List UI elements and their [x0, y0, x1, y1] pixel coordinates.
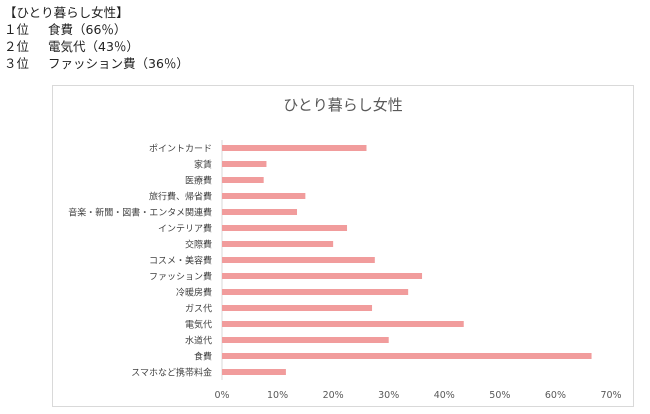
x-tick-label: 70% [600, 390, 621, 401]
rank-label: １位 [4, 22, 30, 37]
bar [222, 321, 464, 327]
bar [222, 145, 367, 151]
bar [222, 369, 286, 375]
chart-area: ひとり暮らし女性 0% 10% 20% 30% 40% 50% 60% 70% ポイントカード家賃… [52, 85, 634, 407]
x-tick-label: 20% [323, 390, 344, 401]
bar-chart: ひとり暮らし女性 0% 10% 20% 30% 40% 50% 60% 70% ポイントカード家賃… [68, 96, 621, 401]
rank-row-3: ３位 ファッション費（36％） [4, 55, 189, 72]
bar [222, 177, 264, 183]
bar [222, 209, 298, 215]
bar [222, 241, 334, 247]
bar [222, 305, 373, 311]
rank-row-1: １位 食費（66％） [4, 21, 189, 38]
category-label: コスメ・美容費 [149, 255, 212, 267]
rank-label: ２位 [4, 39, 30, 54]
x-tick-label: 60% [545, 390, 566, 401]
category-label: 水道代 [185, 335, 212, 347]
bar [222, 161, 267, 167]
rank-item: 食費（66％） [48, 22, 127, 37]
ranking-summary: 【ひとり暮らし女性】 １位 食費（66％） ２位 電気代（43％） ３位 ファッション… [4, 4, 189, 72]
rank-item: ファッション費（36％） [48, 56, 189, 71]
bar [222, 273, 423, 279]
summary-title: 【ひとり暮らし女性】 [4, 5, 129, 20]
bar [222, 257, 375, 263]
category-label: 電気代 [185, 319, 212, 331]
category-label: 冷暖房費 [176, 287, 212, 299]
bar [222, 337, 389, 343]
category-label: インテリア費 [158, 223, 212, 235]
category-label: 音楽・新聞・図書・エンタメ関連費 [68, 207, 212, 219]
chart-title: ひとり暮らし女性 [283, 96, 403, 114]
bar [222, 225, 348, 231]
x-tick-label: 10% [267, 390, 288, 401]
category-label: 医療費 [185, 175, 212, 187]
x-tick-label: 50% [489, 390, 510, 401]
category-label: 食費 [194, 351, 212, 363]
x-tick-label: 30% [378, 390, 399, 401]
category-label: 旅行費、帰省費 [149, 191, 212, 203]
category-label: ガス代 [185, 304, 212, 315]
category-label: ファッション費 [149, 271, 212, 283]
bar [222, 193, 306, 199]
x-tick-label: 40% [434, 390, 455, 401]
category-label: 交際費 [185, 239, 212, 251]
bar [222, 353, 592, 359]
category-label: 家賃 [194, 159, 212, 171]
category-label: スマホなど携帯料金 [131, 367, 212, 379]
rank-row-2: ２位 電気代（43％） [4, 38, 189, 55]
category-label: ポイントカード [149, 144, 212, 155]
rank-label: ３位 [4, 56, 30, 71]
x-tick-label: 0% [214, 390, 229, 401]
bar [222, 289, 409, 295]
rank-item: 電気代（43％） [48, 39, 139, 54]
